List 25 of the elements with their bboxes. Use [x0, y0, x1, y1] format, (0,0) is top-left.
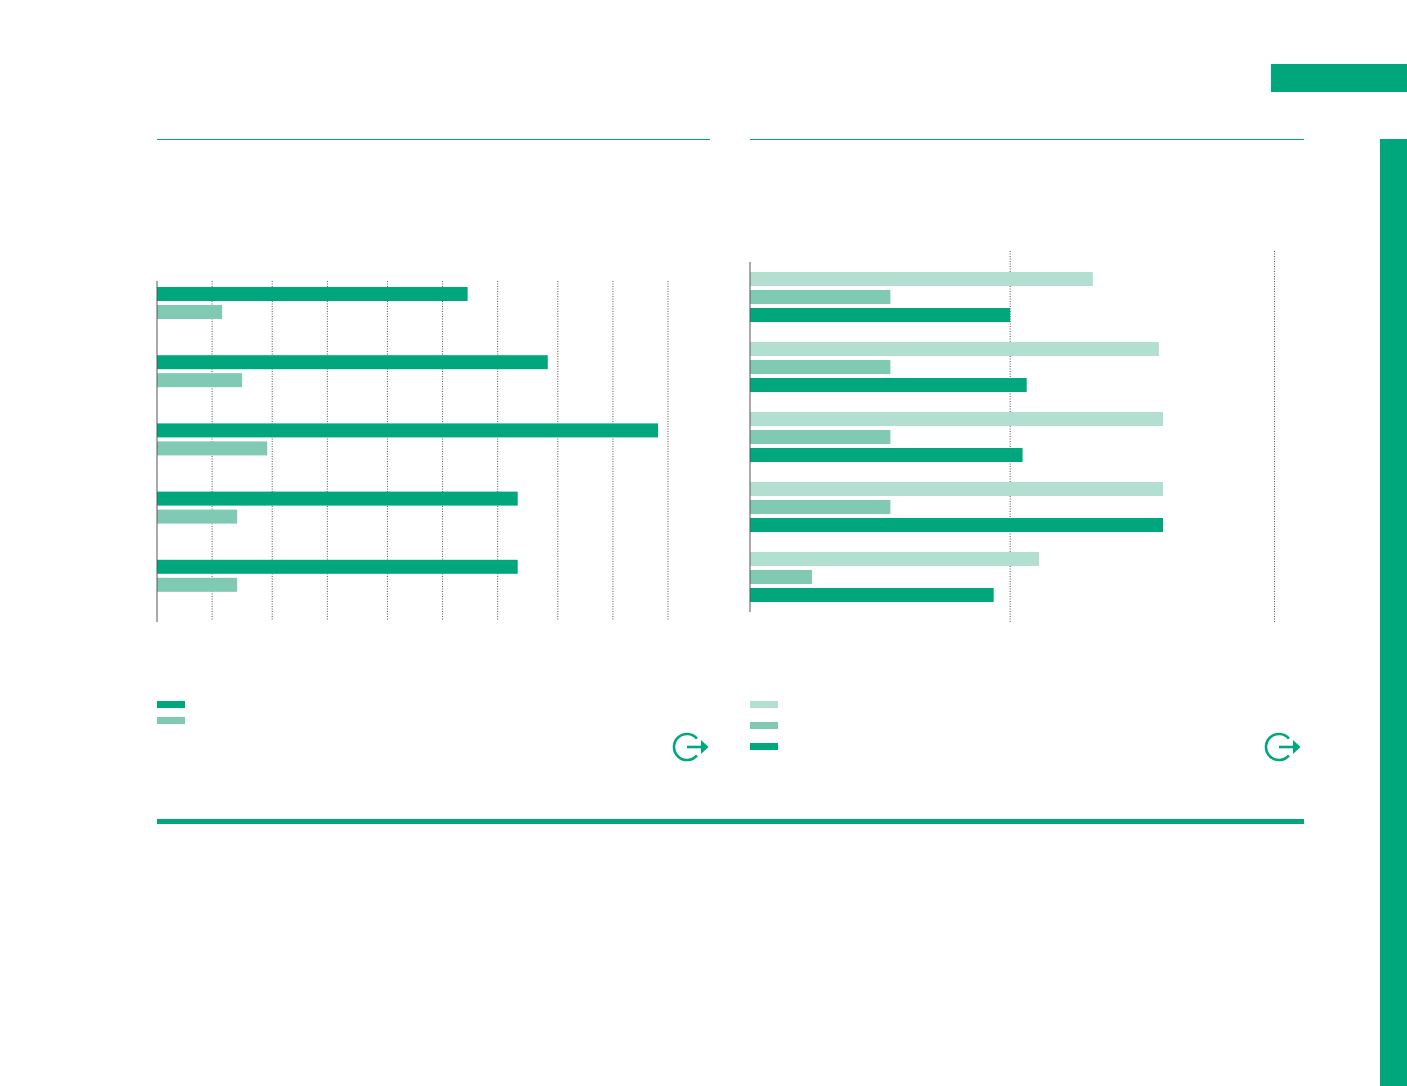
bar: [157, 509, 238, 524]
bar: [157, 355, 548, 370]
bar: [750, 482, 1163, 496]
bar: [750, 588, 994, 602]
bar: [750, 500, 891, 514]
bar: [750, 360, 891, 374]
bar: [750, 552, 1040, 566]
bar: [157, 491, 518, 506]
bar: [750, 378, 1027, 392]
bar: [750, 518, 1163, 532]
bar: [157, 287, 468, 301]
bar: [750, 290, 891, 304]
bar: [157, 305, 223, 319]
bar: [750, 308, 1011, 322]
bar: [750, 570, 812, 584]
bar: [750, 448, 1023, 462]
bar: [157, 577, 238, 592]
bar: [157, 423, 658, 438]
bar: [750, 430, 891, 444]
bar: [750, 342, 1159, 356]
bar: [157, 441, 268, 456]
bar: [750, 272, 1093, 286]
bar: [157, 373, 243, 388]
bar: [750, 412, 1163, 426]
bar: [157, 559, 518, 574]
